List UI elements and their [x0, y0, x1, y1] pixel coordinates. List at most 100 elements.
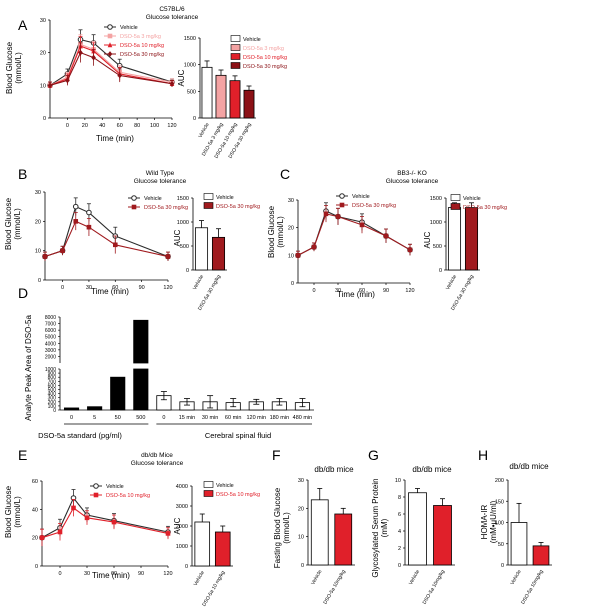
y-tick-label-a-auc: 1500: [184, 36, 196, 42]
ylabel-g-line1: Glycosylated Serum Protein: [371, 478, 380, 577]
bar-c-auc: [464, 207, 479, 271]
series-line-a: [49, 45, 173, 86]
data-point-a: [117, 72, 123, 79]
title-e-line2: Glucose tolerance: [131, 460, 184, 467]
ylabel-h-line1: HOMA-IR: [480, 504, 489, 539]
xlabel-c: Time (min): [337, 290, 375, 299]
xlabel-e: Time (min): [92, 571, 130, 580]
legend-swatch-a-auc: [230, 53, 241, 60]
y-tick-label-d: 7000: [45, 322, 56, 328]
data-point-b: [72, 203, 79, 210]
bar-d: [63, 407, 80, 411]
y-tick-label-c: 20: [288, 226, 294, 232]
category-label-a-auc: Vehicle: [197, 122, 210, 139]
y-tick-label-d: 0: [53, 408, 56, 414]
legend-label-a-auc: DSO-5a 10 mg/kg: [243, 55, 287, 61]
bar-d: [133, 368, 149, 411]
category-label-e-auc: Vehicle: [193, 570, 206, 587]
data-point-a: [91, 54, 96, 61]
legend-label-b-auc: DSO-5a 30 mg/kg: [216, 204, 260, 210]
x-tick-label-b: 90: [139, 285, 145, 291]
y-tick-label-d: 3000: [45, 348, 56, 354]
title-e-line1: db/db Mice: [141, 452, 173, 459]
y-tick-label-d: 2000: [45, 354, 56, 360]
series-line-e: [41, 496, 169, 539]
series-line-a: [49, 51, 173, 86]
y-tick-label-h: 100: [495, 521, 504, 527]
y-tick-label-b: 0: [38, 278, 41, 284]
xlabel-a: Time (min): [96, 134, 134, 143]
auc-label-b: AUC: [173, 229, 182, 246]
y-tick-label-a: 20: [40, 51, 46, 57]
bar-h: [532, 545, 550, 566]
legend-label-c-auc: DSO-5a 30 mg/kg: [463, 205, 507, 211]
legend-marker-c: [339, 202, 345, 208]
ylabel-c-line1: Blood Glucose: [267, 205, 276, 258]
ylabel-b-line2: (mmol/L): [13, 208, 22, 240]
bar-h: [510, 522, 528, 566]
legend-label-c: Vehicle: [352, 194, 370, 200]
y-tick-label-g: 0: [398, 563, 401, 569]
ylabel-d: Analyte Peak Area of DSO-5a: [24, 315, 33, 421]
auc-label-a: AUC: [177, 69, 186, 86]
legend-swatch-b-auc: [203, 193, 214, 200]
category-label-f: DSO-5a 10mg/kg: [322, 569, 347, 606]
y-tick-label-c-auc: 1500: [430, 196, 442, 202]
y-tick-label-d: 100: [48, 404, 57, 410]
y-tick-label-d: 600: [48, 383, 57, 389]
bar-e-auc: [194, 521, 211, 567]
data-point-b: [60, 248, 65, 253]
y-tick-label-c: 30: [288, 198, 294, 204]
category-label-h: Vehicle: [509, 569, 522, 586]
legend-marker-e: [93, 492, 99, 498]
legend-label-a-auc: DSO-5a 30 mg/kg: [243, 64, 287, 70]
title-a-line1: C57BL/6: [159, 6, 185, 13]
x-tick-label-c: 0: [312, 288, 315, 294]
data-point-a: [47, 82, 53, 89]
legend-label-c-auc: Vehicle: [463, 196, 481, 202]
y-tick-label-g: 8: [398, 495, 401, 501]
bar-a-auc: [215, 74, 227, 119]
group-label-csf: Cerebral spinal fluid: [205, 431, 271, 440]
y-tick-label-b: 10: [35, 249, 41, 255]
data-point-a: [169, 80, 175, 87]
data-point-b: [112, 242, 118, 248]
legend-swatch-e-auc: [203, 490, 214, 497]
data-point-e: [111, 519, 117, 525]
y-tick-label-e: 40: [32, 507, 38, 513]
category-label-f: Vehicle: [310, 569, 323, 586]
ylabel-f-line2: (mmol/L): [282, 512, 291, 544]
ylabel-e-line2: (mmol/L): [13, 496, 22, 528]
y-tick-label-e: 60: [32, 479, 38, 485]
legend-label-c: DSO-5a 30 mg/kg: [352, 203, 396, 209]
y-tick-label-c-auc: 0: [439, 268, 442, 274]
y-tick-label-e-auc: 4000: [176, 484, 188, 490]
legend-swatch-c-auc: [450, 194, 461, 201]
y-tick-label-b-auc: 500: [180, 244, 189, 250]
y-tick-label-a: 0: [43, 116, 46, 122]
data-point-b: [165, 254, 171, 259]
legend-label-e: DSO-5a 10 mg/kg: [106, 493, 150, 499]
bar-a-auc: [201, 66, 213, 119]
y-tick-label-f: 10: [298, 535, 304, 541]
panel-letter-c: C: [280, 166, 290, 182]
y-tick-label-f: 30: [298, 478, 304, 484]
legend-label-e-auc: Vehicle: [216, 483, 234, 489]
data-point-b: [73, 219, 79, 224]
y-tick-label-f: 20: [298, 506, 304, 512]
ylabel-a-line1: Blood Glucose: [5, 41, 14, 94]
x-tick-label-c: 30: [335, 288, 341, 294]
y-tick-label-g: 4: [398, 529, 401, 535]
bar-b-auc: [211, 236, 226, 271]
bar-a-auc: [243, 89, 255, 119]
category-label-g: Vehicle: [408, 569, 421, 586]
series-line-a: [49, 38, 173, 86]
auc-label-c: AUC: [423, 231, 432, 248]
legend-label-a-auc: Vehicle: [243, 37, 261, 43]
data-point-c: [407, 247, 413, 253]
y-tick-label-a-auc: 1000: [184, 63, 196, 69]
legend-marker-a: [107, 24, 113, 30]
legend-marker-b: [131, 195, 137, 201]
legend-swatch-a-auc: [230, 35, 241, 42]
